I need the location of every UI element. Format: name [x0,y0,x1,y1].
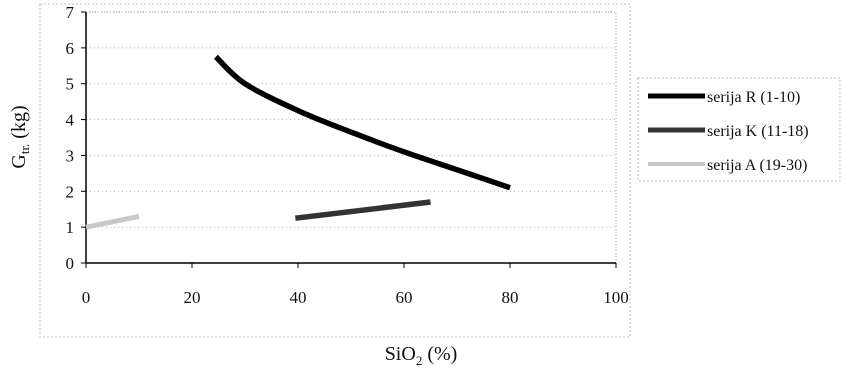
x-tick-label-1: 20 [184,288,201,307]
chart-area-border [39,3,631,338]
y-tick-label-0: 0 [66,254,75,273]
y-tick-label-5: 5 [66,75,75,94]
series-line-0 [213,54,511,191]
x-tick-label-2: 40 [290,288,307,307]
x-tick-label-0: 0 [82,288,91,307]
y-tick-label-7: 7 [66,3,75,22]
y-axis-title: Gtr. (kg) [8,105,32,168]
legend: serija R (1-10) serija K (11-18) serija A … [648,89,809,174]
plot-area-border [85,11,617,264]
series-line-2 [85,213,140,230]
y-tick-label-6: 6 [66,39,75,58]
series-line-1 [295,199,431,221]
series-lines [85,54,511,230]
legend-label-2: serija A (19-30) [707,157,807,174]
legend-box [637,77,841,182]
x-tick-label-5: 100 [603,288,629,307]
gridlines [86,11,616,228]
y-tick-labels: 0 1 2 3 4 5 6 7 [66,3,75,273]
legend-label-0: serija R (1-10) [707,89,800,106]
y-tick-label-4: 4 [66,111,75,130]
y-tick-label-3: 3 [66,146,75,165]
x-tick-label-4: 80 [502,288,519,307]
x-tick-label-3: 60 [396,288,413,307]
axes [81,11,617,268]
y-tick-label-1: 1 [66,218,75,237]
legend-label-1: serija K (11-18) [707,123,809,140]
x-tick-labels: 0 20 40 60 80 100 [82,288,629,307]
x-axis-title: SiO2 (%) [385,343,458,368]
y-tick-label-2: 2 [66,182,75,201]
